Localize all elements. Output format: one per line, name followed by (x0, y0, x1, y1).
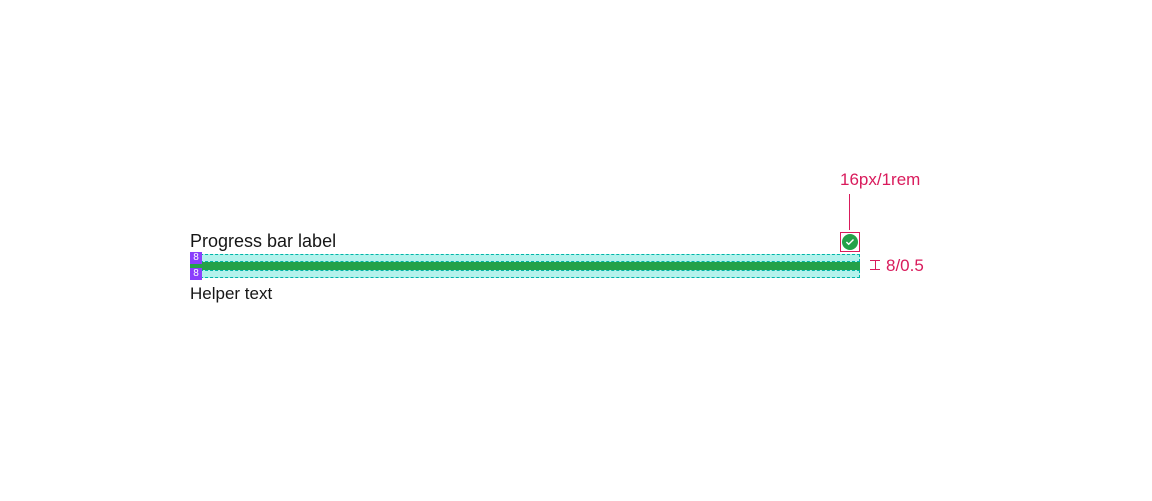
progress-bar-label: Progress bar label (190, 230, 336, 252)
progress-bar-fill (190, 262, 860, 270)
progress-bar-component: Progress bar label 8 8 Helper text (190, 230, 860, 304)
status-icon-wrap (840, 232, 860, 252)
bottom-margin-band (190, 270, 860, 278)
label-row: Progress bar label (190, 230, 860, 252)
dimension-mark-icon (870, 260, 880, 270)
bar-area: 8 8 (190, 254, 860, 278)
top-margin-tag: 8 (190, 252, 202, 264)
bar-height-label: 8/0.5 (886, 257, 924, 274)
bottom-margin-tag: 8 (190, 268, 202, 280)
bar-height-dimension: 8/0.5 (870, 259, 924, 271)
helper-text: Helper text (190, 284, 860, 304)
icon-size-leader (849, 194, 850, 230)
icon-size-label: 16px/1rem (840, 170, 920, 189)
icon-size-callout: 16px/1rem (840, 170, 950, 190)
top-margin-band (190, 254, 860, 262)
spec-diagram: Progress bar label 8 8 Helper text 16px/… (0, 0, 1152, 501)
checkmark-filled-icon (842, 234, 858, 250)
